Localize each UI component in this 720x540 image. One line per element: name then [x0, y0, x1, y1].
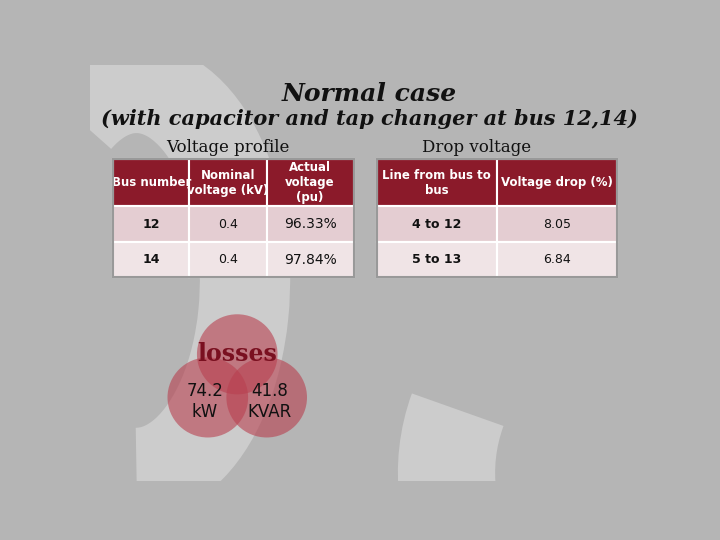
- Text: 41.8
KVAR: 41.8 KVAR: [248, 382, 292, 421]
- FancyBboxPatch shape: [377, 242, 497, 278]
- Text: 4 to 12: 4 to 12: [412, 218, 462, 231]
- Circle shape: [197, 314, 277, 394]
- Text: 74.2
kW: 74.2 kW: [186, 382, 223, 421]
- FancyBboxPatch shape: [497, 159, 617, 206]
- Text: 8.05: 8.05: [543, 218, 571, 231]
- Text: Drop voltage: Drop voltage: [422, 139, 531, 157]
- Text: (with capacitor and tap changer at bus 12,14): (with capacitor and tap changer at bus 1…: [101, 109, 637, 129]
- Text: Normal case: Normal case: [282, 82, 456, 106]
- FancyBboxPatch shape: [113, 206, 189, 242]
- Text: Bus number: Bus number: [112, 176, 191, 189]
- Text: Nominal
voltage (kV): Nominal voltage (kV): [187, 168, 269, 197]
- Text: 0.4: 0.4: [218, 253, 238, 266]
- Text: 12: 12: [143, 218, 160, 231]
- FancyBboxPatch shape: [497, 242, 617, 278]
- Circle shape: [168, 357, 248, 437]
- FancyBboxPatch shape: [113, 159, 189, 206]
- FancyBboxPatch shape: [189, 206, 266, 242]
- Text: 5 to 13: 5 to 13: [412, 253, 462, 266]
- Text: Voltage drop (%): Voltage drop (%): [501, 176, 613, 189]
- FancyBboxPatch shape: [189, 159, 266, 206]
- Text: losses: losses: [197, 342, 277, 366]
- FancyBboxPatch shape: [189, 242, 266, 278]
- FancyBboxPatch shape: [266, 159, 354, 206]
- Text: 96.33%: 96.33%: [284, 217, 336, 231]
- FancyBboxPatch shape: [377, 159, 497, 206]
- Text: 14: 14: [143, 253, 160, 266]
- Text: Line from bus to
bus: Line from bus to bus: [382, 168, 491, 197]
- FancyBboxPatch shape: [266, 206, 354, 242]
- Text: 97.84%: 97.84%: [284, 253, 336, 267]
- FancyBboxPatch shape: [377, 206, 497, 242]
- Text: Actual
voltage
(pu): Actual voltage (pu): [285, 161, 335, 204]
- FancyBboxPatch shape: [113, 242, 189, 278]
- Text: 0.4: 0.4: [218, 218, 238, 231]
- FancyBboxPatch shape: [266, 242, 354, 278]
- Text: 6.84: 6.84: [543, 253, 571, 266]
- Text: Voltage profile: Voltage profile: [166, 139, 289, 157]
- FancyBboxPatch shape: [497, 206, 617, 242]
- Circle shape: [226, 357, 307, 437]
